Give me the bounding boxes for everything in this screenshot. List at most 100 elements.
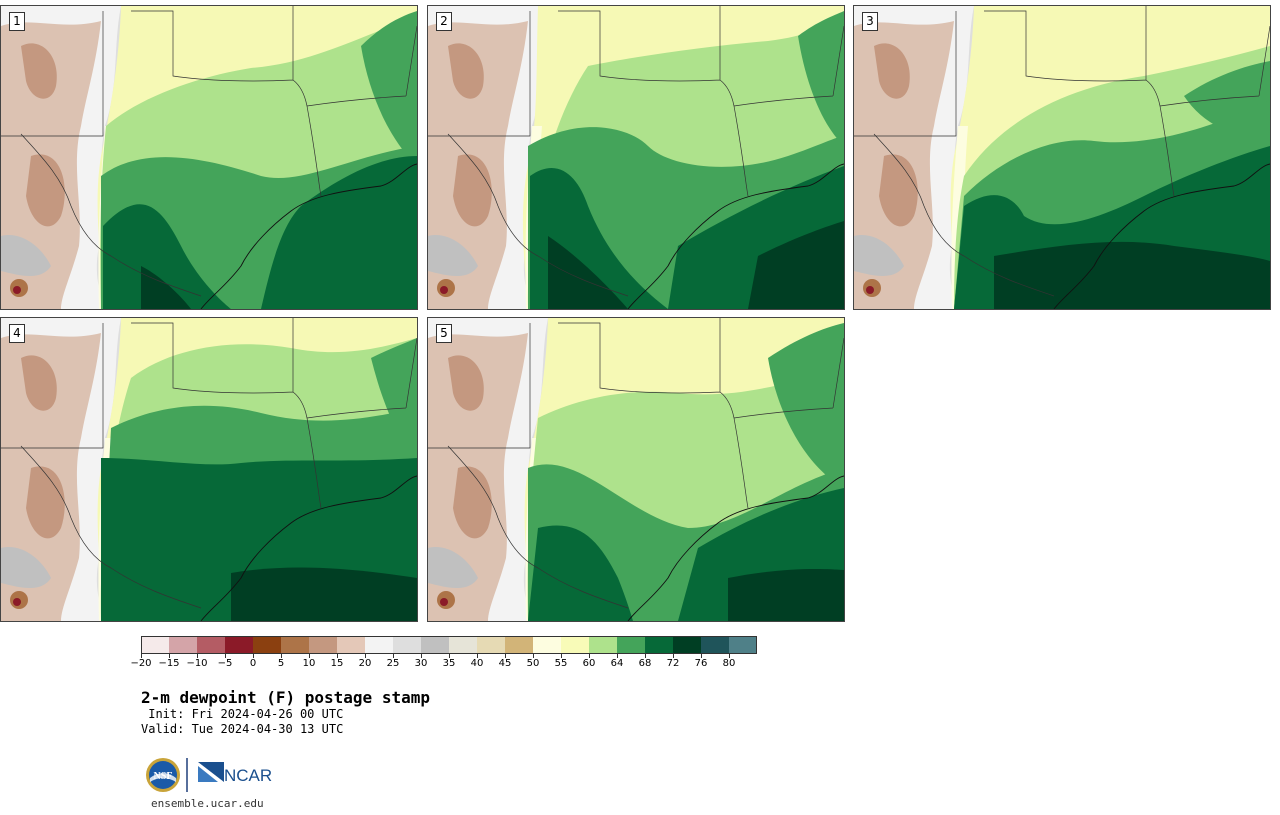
dry-spot xyxy=(866,286,874,294)
colorbar-swatch xyxy=(505,636,533,654)
colorbar-swatch xyxy=(281,636,309,654)
dewpoint-72-area xyxy=(548,221,844,309)
dewpoint-map xyxy=(428,6,844,309)
dewpoint-64-area xyxy=(768,323,844,488)
state-borders xyxy=(428,318,844,609)
colorbar-swatch xyxy=(729,636,757,654)
colorbar-tick-label: 50 xyxy=(526,658,540,669)
dry-spot xyxy=(440,286,448,294)
panel-number-label: 4 xyxy=(9,324,25,343)
svg-text:NSF: NSF xyxy=(154,771,173,782)
dry-dewpoint-area xyxy=(874,43,910,99)
colorbar-tick-label: 15 xyxy=(330,658,344,669)
colorbar-swatch xyxy=(225,636,253,654)
dewpoint-72-area xyxy=(141,266,191,309)
init-time: Init: Fri 2024-04-26 00 UTC xyxy=(141,707,344,721)
dry-spot xyxy=(13,598,21,606)
dewpoint-72-area xyxy=(994,241,1270,309)
panel-number-label: 2 xyxy=(436,12,452,31)
colorbar-tick-label: 5 xyxy=(277,658,285,669)
dry-dewpoint-area xyxy=(448,355,484,411)
colorbar-swatch xyxy=(253,636,281,654)
valid-time: Valid: Tue 2024-04-30 13 UTC xyxy=(141,722,344,736)
ensemble-panel-2: 2 xyxy=(427,5,845,310)
colorbar-tick-label: −5 xyxy=(217,658,233,669)
colorbar-tick-label: 45 xyxy=(498,658,512,669)
coastline xyxy=(627,163,844,309)
dewpoint-72-area xyxy=(728,568,844,621)
colorbar-swatch xyxy=(169,636,197,654)
colorbar-tick-label: 35 xyxy=(442,658,456,669)
colorbar-swatch xyxy=(421,636,449,654)
dry-dewpoint-area xyxy=(453,466,492,539)
colorbar-tick-label: 76 xyxy=(694,658,708,669)
colorbar-tick-label: 0 xyxy=(249,658,257,669)
gray-area xyxy=(854,235,904,276)
colorbar-tick-label: 20 xyxy=(358,658,372,669)
colorbar-swatch xyxy=(533,636,561,654)
ensemble-panel-1: 1 xyxy=(0,5,418,310)
coastline xyxy=(627,475,844,621)
gray-area xyxy=(1,235,51,276)
state-borders xyxy=(1,6,417,297)
colorbar-swatch xyxy=(589,636,617,654)
ensemble-panel-3: 3 xyxy=(853,5,1271,310)
ensemble-panel-5: 5 xyxy=(427,317,845,622)
dewpoint-map xyxy=(1,6,417,309)
dry-spot xyxy=(440,598,448,606)
colorbar-swatch xyxy=(365,636,393,654)
coastline xyxy=(1053,163,1270,309)
colorbar-swatch xyxy=(673,636,701,654)
colorbar xyxy=(141,636,757,658)
coastline xyxy=(200,163,417,309)
colorbar-tick-label: 10 xyxy=(302,658,316,669)
ensemble-panel-4: 4 xyxy=(0,317,418,622)
coastline xyxy=(200,475,417,621)
colorbar-tick-label: 40 xyxy=(470,658,484,669)
panel-number-label: 5 xyxy=(436,324,452,343)
gray-area xyxy=(428,547,478,588)
dry-dewpoint-area xyxy=(879,154,918,227)
panel-number-label: 1 xyxy=(9,12,25,31)
colorbar-swatch xyxy=(561,636,589,654)
dewpoint-map xyxy=(428,318,844,621)
dry-dewpoint-area xyxy=(448,43,484,99)
colorbar-swatch xyxy=(449,636,477,654)
nsf-logo-icon: NSF xyxy=(146,758,180,792)
state-borders xyxy=(428,6,844,297)
dry-spot xyxy=(13,286,21,294)
gray-area xyxy=(428,235,478,276)
dry-dewpoint-area xyxy=(26,466,65,539)
colorbar-tick-label: −15 xyxy=(158,658,180,669)
colorbar-swatch xyxy=(197,636,225,654)
colorbar-frame xyxy=(141,636,757,654)
colorbar-swatch xyxy=(645,636,673,654)
colorbar-tick-label: 64 xyxy=(610,658,624,669)
dewpoint-64-area xyxy=(361,11,417,166)
colorbar-tick-label: 80 xyxy=(722,658,736,669)
colorbar-swatch xyxy=(617,636,645,654)
colorbar-tick-label: 25 xyxy=(386,658,400,669)
colorbar-tick-label: −20 xyxy=(130,658,152,669)
colorbar-swatch xyxy=(701,636,729,654)
dewpoint-68-area xyxy=(103,156,417,309)
colorbar-tick-label: −10 xyxy=(186,658,208,669)
product-title: 2-m dewpoint (F) postage stamp xyxy=(141,688,430,707)
colorbar-swatch xyxy=(309,636,337,654)
dry-dewpoint-area xyxy=(21,355,57,411)
dry-dewpoint-area xyxy=(26,154,65,227)
site-url: ensemble.ucar.edu xyxy=(151,797,264,810)
dry-dewpoint-area xyxy=(21,43,57,99)
colorbar-tick-label: 30 xyxy=(414,658,428,669)
colorbar-tick-label: 72 xyxy=(666,658,680,669)
colorbar-tick-label: 68 xyxy=(638,658,652,669)
gray-area xyxy=(1,547,51,588)
dewpoint-map xyxy=(854,6,1270,309)
svg-text:NCAR: NCAR xyxy=(224,766,272,785)
state-borders xyxy=(1,318,417,609)
dry-dewpoint-area xyxy=(453,154,492,227)
panel-number-label: 3 xyxy=(862,12,878,31)
colorbar-swatch xyxy=(393,636,421,654)
colorbar-swatch xyxy=(337,636,365,654)
state-borders xyxy=(854,6,1270,297)
